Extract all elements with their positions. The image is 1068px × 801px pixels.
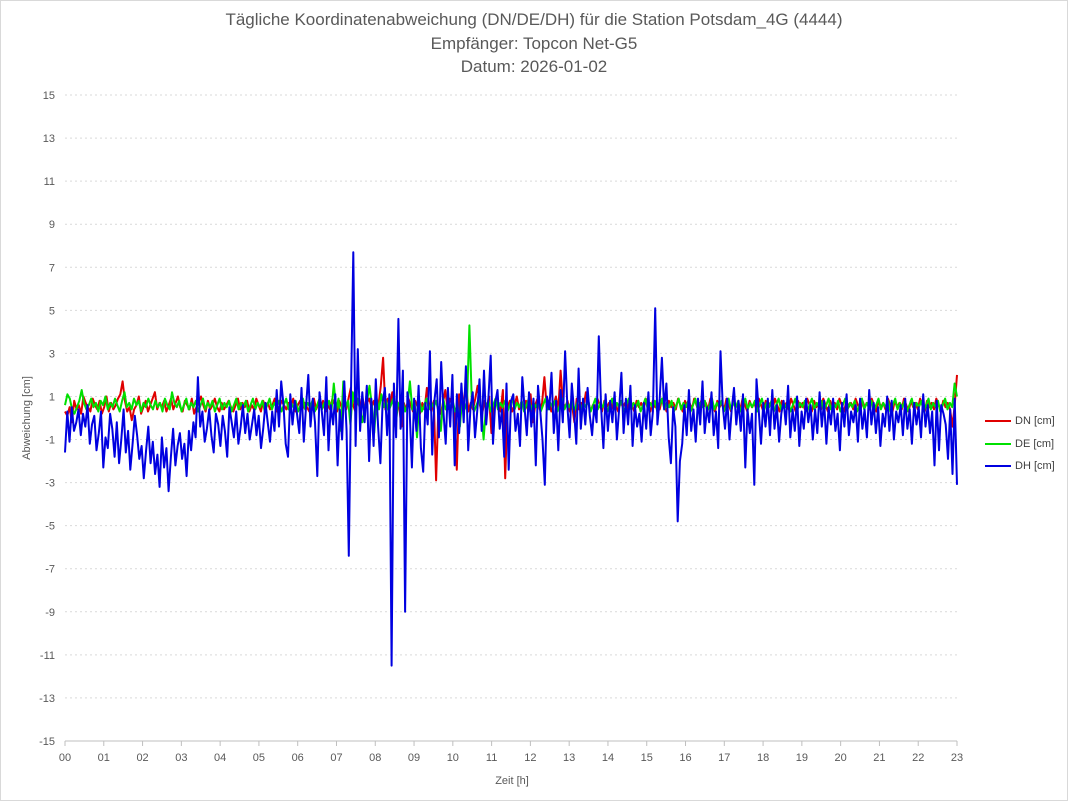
x-tick-label: 08: [369, 752, 381, 764]
y-tick-label: -15: [39, 736, 55, 748]
x-tick-label: 20: [835, 752, 847, 764]
legend-swatch-dh: [985, 465, 1011, 468]
y-tick-label: 9: [49, 219, 55, 231]
legend: DN [cm] DE [cm] DH [cm]: [985, 410, 1055, 478]
x-tick-label: 02: [136, 752, 148, 764]
legend-label-de: DE [cm]: [1015, 437, 1055, 450]
x-tick-label: 07: [330, 752, 342, 764]
x-tick-label: 01: [98, 752, 110, 764]
y-tick-label: 1: [49, 391, 55, 403]
x-tick-label: 23: [951, 752, 963, 764]
y-tick-label: -7: [45, 564, 55, 576]
x-tick-label: 19: [796, 752, 808, 764]
legend-swatch-de: [985, 442, 1011, 445]
y-tick-label: 3: [49, 348, 55, 360]
x-axis-label: Zeit [h]: [495, 775, 529, 787]
legend-item-dh: DH [cm]: [985, 455, 1055, 478]
x-tick-label: 04: [214, 752, 226, 764]
x-tick-label: 06: [292, 752, 304, 764]
y-tick-label: -9: [45, 607, 55, 619]
x-tick-label: 11: [486, 752, 497, 764]
x-tick-label: 03: [175, 752, 187, 764]
x-tick-label: 21: [873, 752, 885, 764]
y-tick-label: 11: [44, 176, 55, 188]
legend-label-dh: DH [cm]: [1015, 460, 1055, 473]
x-tick-label: 09: [408, 752, 420, 764]
legend-label-dn: DN [cm]: [1015, 415, 1055, 428]
x-tick-label: 16: [679, 752, 691, 764]
y-tick-label: -13: [39, 693, 55, 705]
y-tick-label: -5: [45, 521, 55, 533]
chart-title: Tägliche Koordinatenabweichung (DN/DE/DH…: [225, 10, 843, 29]
legend-swatch-dn: [985, 420, 1011, 423]
y-tick-label: 13: [43, 133, 55, 145]
x-tick-label: 18: [757, 752, 769, 764]
y-tick-label: -1: [45, 435, 55, 447]
chart-subtitle: Empfänger: Topcon Net-G5: [430, 34, 638, 53]
y-tick-label: 7: [49, 262, 55, 274]
y-tick-label: 15: [43, 90, 55, 102]
x-tick-label: 00: [59, 752, 71, 764]
legend-item-dn: DN [cm]: [985, 410, 1055, 433]
series-line-dh: [64, 251, 958, 667]
y-tick-label: -11: [40, 650, 55, 662]
x-tick-label: 14: [602, 752, 614, 764]
legend-item-de: DE [cm]: [985, 433, 1055, 456]
x-tick-label: 12: [524, 752, 536, 764]
chart-date: Datum: 2026-01-02: [460, 57, 608, 76]
x-tick-label: 10: [447, 752, 459, 764]
x-tick-label: 13: [563, 752, 575, 764]
x-tick-label: 22: [912, 752, 924, 764]
x-tick-label: 17: [718, 752, 730, 764]
x-tick-label: 15: [641, 752, 653, 764]
y-tick-label: -3: [45, 478, 55, 490]
x-tick-label: 05: [253, 752, 265, 764]
y-tick-label: 5: [49, 305, 55, 317]
